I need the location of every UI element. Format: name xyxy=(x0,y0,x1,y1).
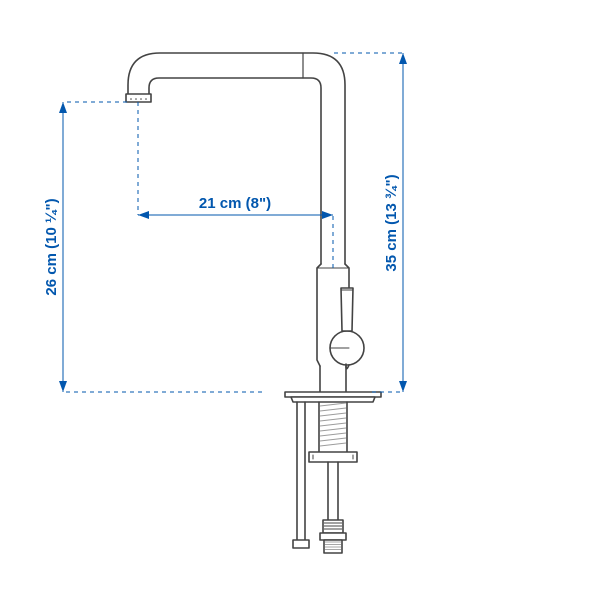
dimension-diagram: 21 cm (8") 26 cm (10 ¼") 35 cm (13 ¾") xyxy=(0,0,600,600)
dimension-overall-height-label: 35 cm (13 ¾") xyxy=(383,174,400,271)
dimension-spout-drop-label: 26 cm (10 ¼") xyxy=(43,198,60,295)
dimension-reach-label: 21 cm (8") xyxy=(199,195,271,212)
faucet-drawing xyxy=(126,53,381,553)
